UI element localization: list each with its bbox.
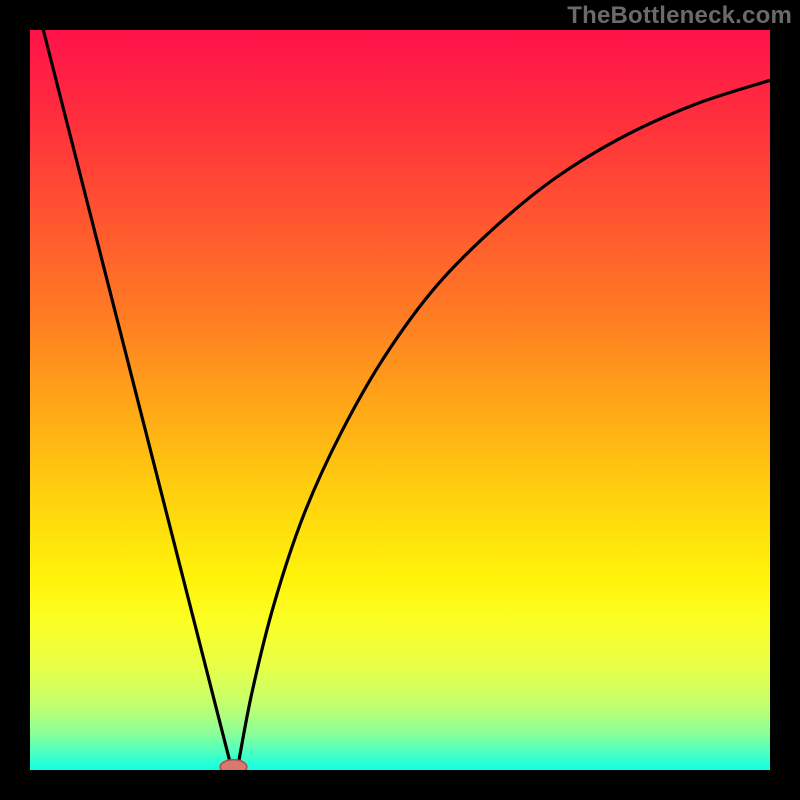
plot-area <box>30 30 770 770</box>
gradient-background <box>30 30 770 770</box>
minimum-marker <box>220 760 247 770</box>
watermark-label: TheBottleneck.com <box>567 2 792 30</box>
chart-svg <box>30 30 770 770</box>
chart-container: TheBottleneck.com <box>0 0 800 800</box>
